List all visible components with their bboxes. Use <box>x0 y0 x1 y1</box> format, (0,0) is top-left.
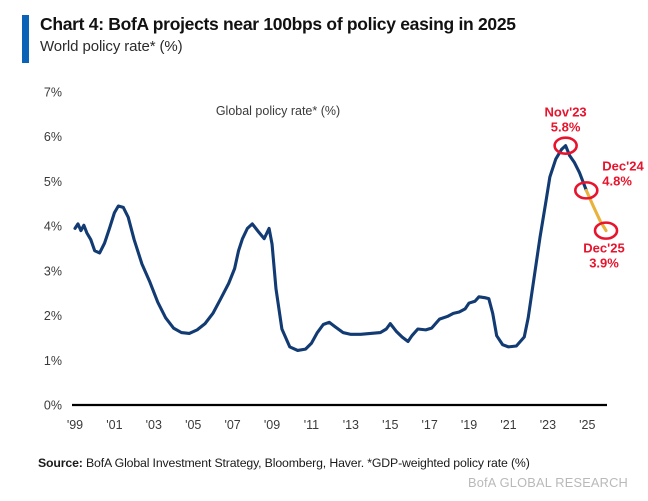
chart-series <box>73 144 608 353</box>
annotation-marker-ring <box>574 181 599 200</box>
source-text: BofA Global Investment Strategy, Bloombe… <box>82 456 530 470</box>
series-line <box>73 144 588 353</box>
y-tick-label: 6% <box>44 130 62 144</box>
x-tick-label: '13 <box>343 418 359 432</box>
chart-header: Chart 4: BofA projects near 100bps of po… <box>22 14 630 63</box>
y-axis-tick-labels: 0% 1% 2% 3% 4% 5% 6% 7% <box>44 86 62 413</box>
x-tick-label: '25 <box>579 418 595 432</box>
annotation-date-label: Nov'23 <box>545 105 587 120</box>
y-tick-label: 4% <box>44 220 62 234</box>
x-tick-label: '19 <box>461 418 477 432</box>
x-tick-label: '23 <box>540 418 556 432</box>
x-axis-tick-labels: '99 '01 '03 '05 '07 '09 '11 '13 '15 '17 '19 '21 '23 '… <box>67 418 596 432</box>
in-chart-series-label: Global policy rate* (%) <box>216 104 340 118</box>
annotation-value-label: 5.8% <box>551 120 581 135</box>
y-tick-label: 7% <box>44 86 62 100</box>
series-line <box>584 188 608 233</box>
x-tick-label: '17 <box>422 418 438 432</box>
page-subtitle: World policy rate* (%) <box>40 38 183 56</box>
x-tick-label: '21 <box>500 418 516 432</box>
page-title: Chart 4: BofA projects near 100bps of po… <box>40 14 516 34</box>
x-tick-label: '05 <box>185 418 201 432</box>
x-tick-label: '03 <box>146 418 162 432</box>
chart-footer: Source: BofA Global Investment Strategy,… <box>38 456 628 490</box>
y-tick-label: 3% <box>44 264 62 278</box>
x-tick-label: '07 <box>224 418 240 432</box>
y-tick-label: 1% <box>44 354 62 368</box>
annotation-value-label: 4.8% <box>602 173 632 188</box>
annotation-marker-ring <box>593 221 619 240</box>
x-tick-label: '15 <box>382 418 398 432</box>
x-tick-label: '99 <box>67 418 83 432</box>
line-chart: 0% 1% 2% 3% 4% 5% 6% 7% '99 '01 '03 '05 '07 '09 '11 '1… <box>44 86 645 433</box>
annotation-date-label: Dec'24 <box>602 158 644 173</box>
title-accent-bar <box>22 15 29 63</box>
title-block: Chart 4: BofA projects near 100bps of po… <box>40 14 516 57</box>
annotation-date-label: Dec'25 <box>583 241 624 256</box>
chart-plot-area: 0% 1% 2% 3% 4% 5% 6% 7% '99 '01 '03 '05 '07 '09 '11 '1… <box>0 78 648 446</box>
source-line: Source: BofA Global Investment Strategy,… <box>38 456 628 470</box>
x-tick-label: '11 <box>304 418 319 432</box>
brand-watermark: BofA GLOBAL RESEARCH <box>468 475 628 490</box>
y-tick-label: 0% <box>44 399 62 413</box>
annotation-value-label: 3.9% <box>589 256 619 271</box>
source-label: Source: <box>38 456 83 470</box>
chart-annotations: Nov'235.8% Dec'244.8% Dec'253.9% <box>545 105 645 271</box>
y-tick-label: 5% <box>44 175 62 189</box>
x-tick-label: '01 <box>106 418 122 432</box>
y-tick-label: 2% <box>44 309 62 323</box>
x-tick-label: '09 <box>264 418 280 432</box>
annotation-marker-ring <box>553 136 578 155</box>
